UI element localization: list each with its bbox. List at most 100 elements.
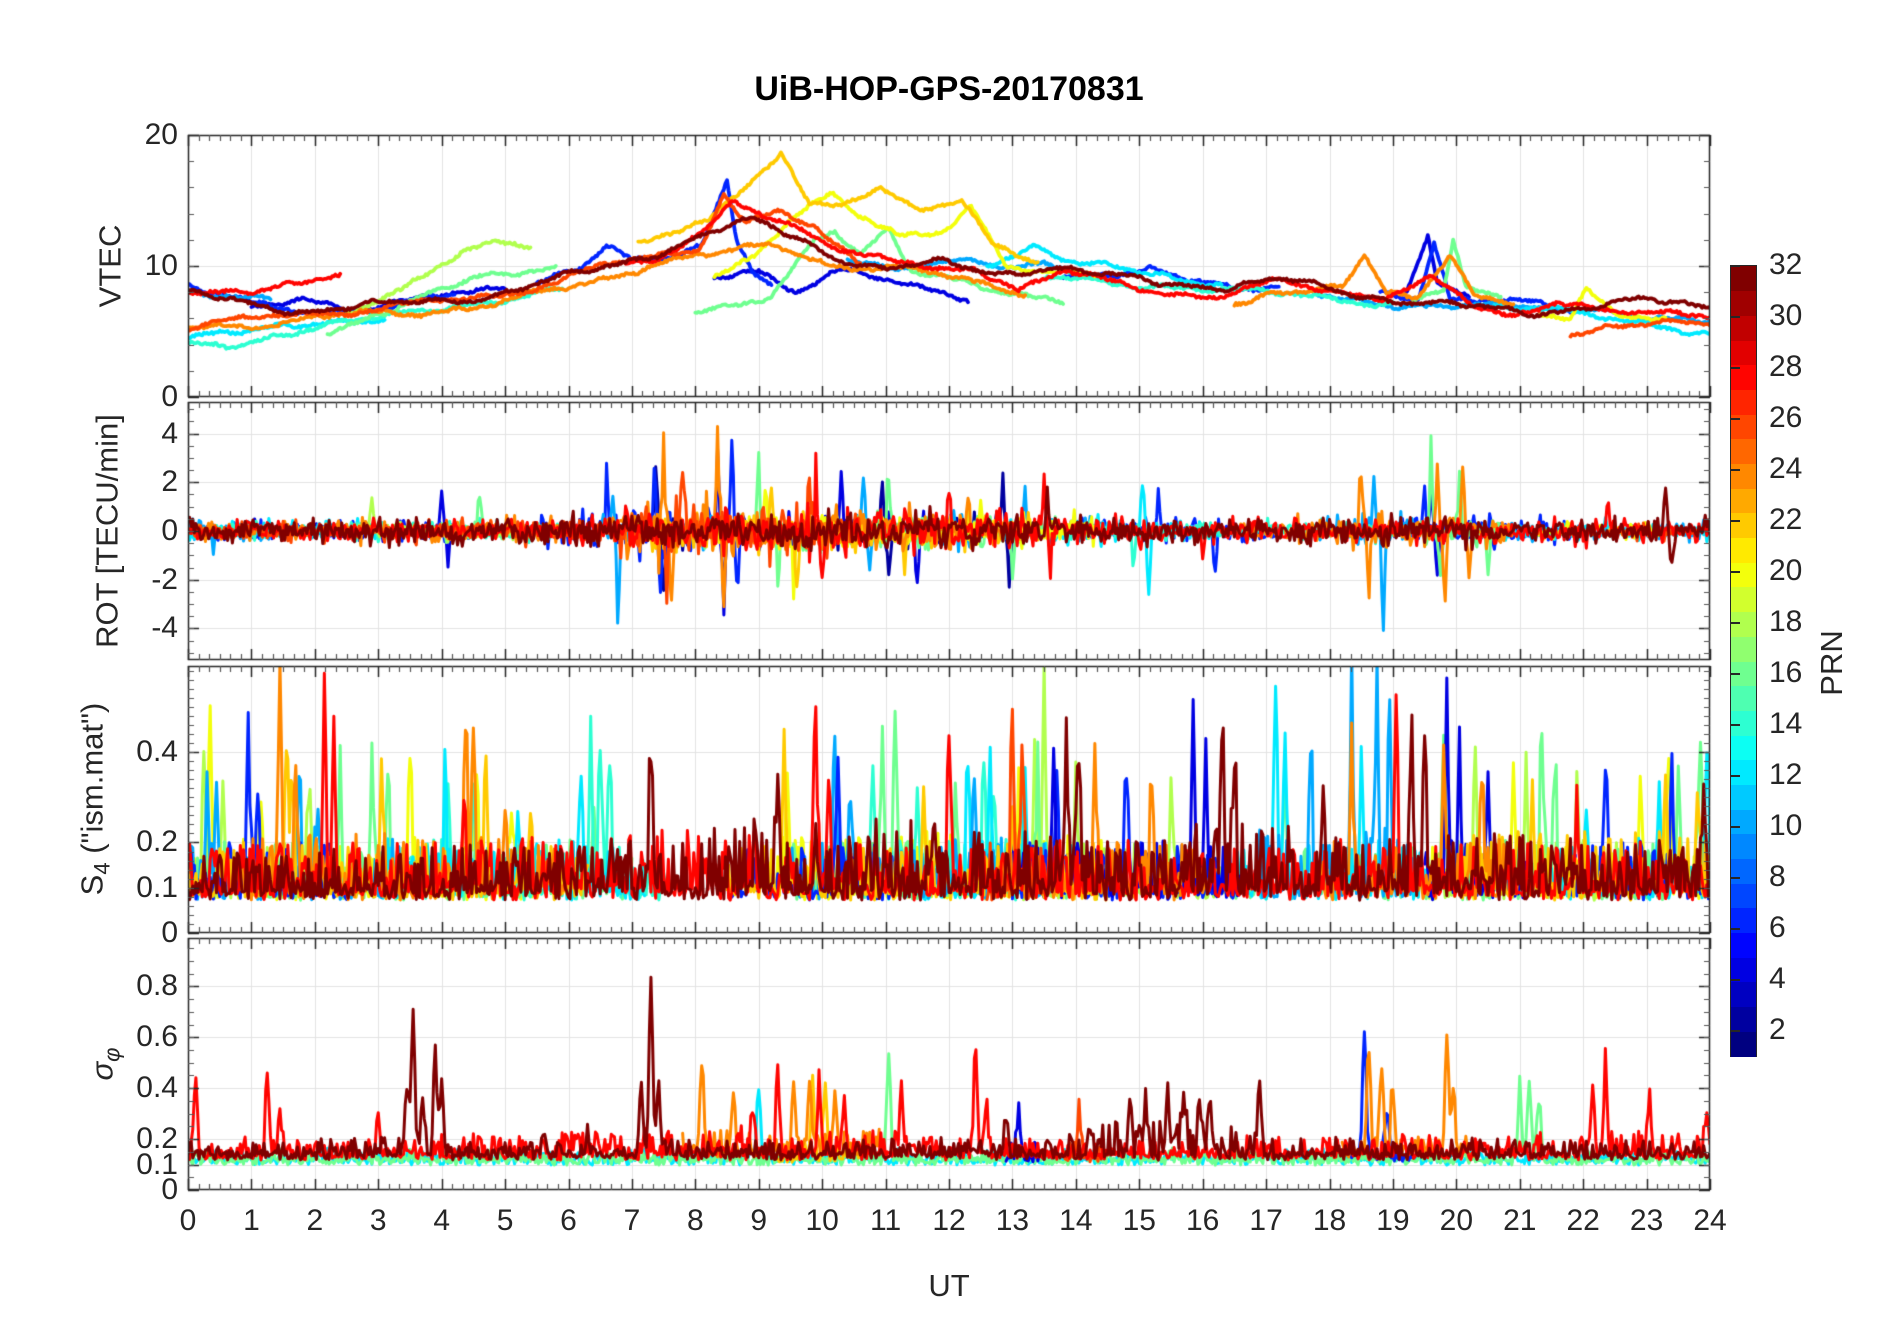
colorbar-tick-label: 18 <box>1769 604 1803 638</box>
colorbar-tick <box>1731 265 1740 267</box>
colorbar-band <box>1731 957 1756 983</box>
y-tick-label: 0.2 <box>136 825 178 859</box>
y-tick-label: -2 <box>151 562 178 596</box>
y-tick-label: 0 <box>161 1173 178 1206</box>
colorbar-tick-label: 14 <box>1769 706 1803 740</box>
colorbar-band <box>1731 438 1756 464</box>
chart-title: UiB-HOP-GPS-20170831 <box>754 70 1144 108</box>
colorbar-tick <box>1731 1029 1740 1032</box>
y-tick-label: 4 <box>161 416 178 450</box>
x-tick-label: 21 <box>1503 1204 1537 1237</box>
x-tick-label: 22 <box>1566 1204 1600 1237</box>
y-tick-label: 0.8 <box>136 969 178 1003</box>
colorbar-tick <box>1731 774 1740 777</box>
colorbar-tick-label: 22 <box>1769 502 1803 536</box>
colorbar-tick <box>1731 978 1740 981</box>
y-axis-label-s4: S4 ("ism.mat") <box>74 702 115 896</box>
x-tick-label: 9 <box>750 1204 768 1237</box>
colorbar-tick-label: 8 <box>1769 859 1786 893</box>
colorbar-tick-label: 2 <box>1769 1012 1786 1046</box>
colorbar-band <box>1731 364 1756 390</box>
colorbar-tick <box>1731 672 1740 675</box>
colorbar-tick-label: 28 <box>1769 349 1803 383</box>
colorbar-band <box>1731 932 1756 958</box>
y-tick-label: 0.1 <box>136 1147 178 1181</box>
colorbar-band <box>1731 315 1756 341</box>
colorbar-label: PRN <box>1814 630 1849 696</box>
colorbar-band <box>1731 809 1756 835</box>
colorbar-band <box>1731 537 1756 563</box>
colorbar-band <box>1731 636 1756 662</box>
x-tick-label: 12 <box>932 1204 966 1237</box>
colorbar-band <box>1731 981 1756 1008</box>
colorbar-band <box>1731 858 1756 884</box>
y-tick-label: -4 <box>151 611 178 645</box>
x-tick-label: 15 <box>1122 1204 1156 1237</box>
colorbar-band <box>1731 290 1756 316</box>
colorbar-band <box>1731 389 1756 415</box>
x-tick-label: 18 <box>1312 1204 1347 1237</box>
colorbar-band <box>1731 833 1756 859</box>
x-tick-label: 2 <box>306 1204 324 1237</box>
y-tick-label: 2 <box>161 465 178 499</box>
colorbar-band <box>1731 586 1756 613</box>
x-tick-label: 10 <box>805 1204 839 1237</box>
colorbar-tick <box>1731 570 1740 573</box>
x-tick-label: 8 <box>686 1204 704 1237</box>
y-tick-label: 0.4 <box>136 734 178 768</box>
colorbar-band <box>1731 340 1756 366</box>
y-tick-label: 0.2 <box>136 1122 178 1156</box>
colorbar-tick-label: 10 <box>1769 808 1803 842</box>
x-tick-label: 4 <box>433 1204 450 1237</box>
colorbar-tick-label: 30 <box>1769 298 1803 332</box>
colorbar-tick <box>1731 519 1740 522</box>
x-tick-label: 13 <box>995 1204 1030 1237</box>
x-tick-label: 7 <box>623 1204 641 1237</box>
y-tick-label: 0.1 <box>136 870 178 904</box>
x-tick-label: 0 <box>179 1204 197 1237</box>
x-tick-label: 20 <box>1439 1204 1474 1237</box>
x-tick-label: 6 <box>560 1204 577 1237</box>
colorbar-band <box>1731 562 1756 588</box>
colorbar-tick-label: 12 <box>1769 757 1803 791</box>
x-tick-label: 17 <box>1249 1204 1283 1237</box>
colorbar-tick <box>1731 825 1740 828</box>
colorbar-tick-label: 24 <box>1769 451 1803 485</box>
colorbar-band <box>1731 710 1756 736</box>
colorbar-tick-label: 16 <box>1769 655 1803 689</box>
x-tick-label: 5 <box>496 1204 514 1237</box>
colorbar-band <box>1731 685 1756 711</box>
colorbar-tick <box>1731 417 1740 420</box>
y-tick-label: 0.4 <box>136 1071 178 1105</box>
y-tick-label: 0 <box>161 380 178 413</box>
colorbar-band <box>1731 1006 1756 1032</box>
x-tick-label: 14 <box>1059 1204 1093 1237</box>
colorbar-tick-label: 26 <box>1769 400 1803 434</box>
colorbar-tick <box>1731 468 1740 471</box>
colorbar-tick <box>1731 927 1740 930</box>
colorbar <box>1730 265 1757 1057</box>
x-axis-label: UT <box>928 1268 970 1303</box>
y-tick-label: 20 <box>144 118 178 151</box>
colorbar-tick-label: 4 <box>1769 961 1786 995</box>
x-tick-label: 23 <box>1629 1204 1664 1237</box>
x-tick-label: 19 <box>1376 1204 1410 1237</box>
x-tick-label: 16 <box>1185 1204 1220 1237</box>
colorbar-band <box>1731 735 1756 761</box>
colorbar-tick-label: 20 <box>1769 553 1803 587</box>
colorbar-tick <box>1731 621 1740 624</box>
colorbar-band <box>1731 611 1756 637</box>
x-tick-label: 11 <box>870 1204 902 1237</box>
colorbar-tick-label: 32 <box>1769 248 1803 281</box>
y-tick-label: 10 <box>144 249 178 282</box>
colorbar-band <box>1731 266 1756 292</box>
colorbar-tick <box>1731 315 1740 318</box>
y-tick-label: 0.6 <box>136 1020 178 1054</box>
x-tick-label: 1 <box>243 1204 260 1237</box>
y-tick-label: 0 <box>161 916 178 949</box>
colorbar-band <box>1731 759 1756 785</box>
colorbar-band <box>1731 512 1756 539</box>
colorbar-tick <box>1731 876 1740 879</box>
